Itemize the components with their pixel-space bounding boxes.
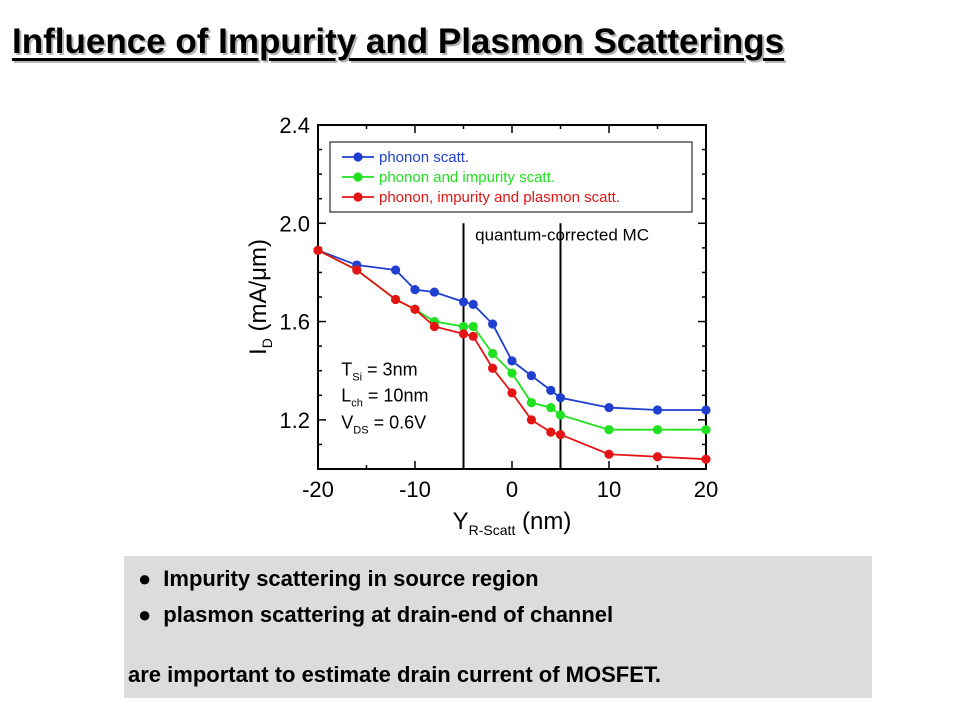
data-point [701,454,711,464]
data-point [429,287,439,297]
scattering-chart: -20 -10 0 10 20 1.2 1.6 2.0 2.4 YR-Scatt (nm) ID (… [245,113,718,538]
data-point [652,425,663,435]
bullet-dot: ● [138,602,152,627]
data-point [507,368,517,378]
bullet-item-impurity: ● Impurity scattering in source region [138,566,539,592]
data-point [652,452,663,462]
data-point [429,321,439,332]
legend-box [329,141,693,213]
region-label: quantum-corrected MC [475,225,649,244]
y-tick-label: 1.2 [279,408,310,433]
data-point [507,388,517,398]
legend-label: phonon scatt. [379,149,469,166]
data-point [458,321,469,332]
data-point [652,405,663,415]
data-point [701,405,711,415]
data-point [468,299,478,309]
bullet-text: Impurity scattering in source region [163,566,539,591]
data-point [391,265,401,275]
data-point [555,430,566,440]
data-point [313,245,323,255]
data-point [604,449,614,459]
bullet-item-plasmon: ● plasmon scattering at drain-end of chan… [138,602,613,628]
legend-marker [353,192,363,202]
note-box: ● Impurity scattering in source region ● p… [124,556,872,698]
bullet-text: plasmon scattering at drain-end of chann… [163,602,614,627]
legend-label: phonon and impurity scatt. [379,169,555,186]
legend-marker [353,152,363,162]
y-axis-label: ID (mA/μm) [245,239,275,355]
param-label: Lch = 10nm [341,385,428,409]
data-point [546,402,556,413]
conclusion-text: are important to estimate drain current … [128,662,661,687]
y-tick-label: 2.0 [279,211,310,236]
x-tick-label: 0 [506,477,518,502]
x-tick-label: -20 [302,477,334,502]
x-axis-label: YR-Scatt (nm) [453,508,572,538]
data-point [468,331,478,341]
data-point [410,285,420,295]
param-label: TSi = 3nm [341,360,417,384]
x-tick-label: 10 [597,477,621,502]
data-point [458,297,469,307]
data-point [410,304,420,314]
slide-title: Influence of Impurity and Plasmon Scatte… [12,22,785,61]
data-point [488,319,498,329]
data-point [488,348,498,359]
data-point [604,425,614,435]
y-tick-label: 2.4 [279,113,310,138]
data-point [507,356,517,366]
data-point [546,427,556,437]
x-tick-label: -10 [399,477,431,502]
data-point [468,321,478,332]
data-point [352,265,362,275]
data-point [604,402,614,413]
x-tick-label: 20 [694,477,718,502]
data-point [555,393,566,403]
y-tick-label: 1.6 [279,310,310,335]
legend-marker [353,172,363,182]
param-label: VDS = 0.6V [341,412,426,436]
data-point [526,371,537,381]
data-point [526,398,537,408]
data-point [488,363,498,373]
bullet-dot: ● [138,566,152,591]
data-point [458,329,469,339]
data-point [526,415,537,425]
data-point [546,385,556,395]
data-point [555,410,566,420]
data-point [701,425,711,435]
legend-label: phonon, impurity and plasmon scatt. [379,189,620,206]
data-point [391,294,401,305]
